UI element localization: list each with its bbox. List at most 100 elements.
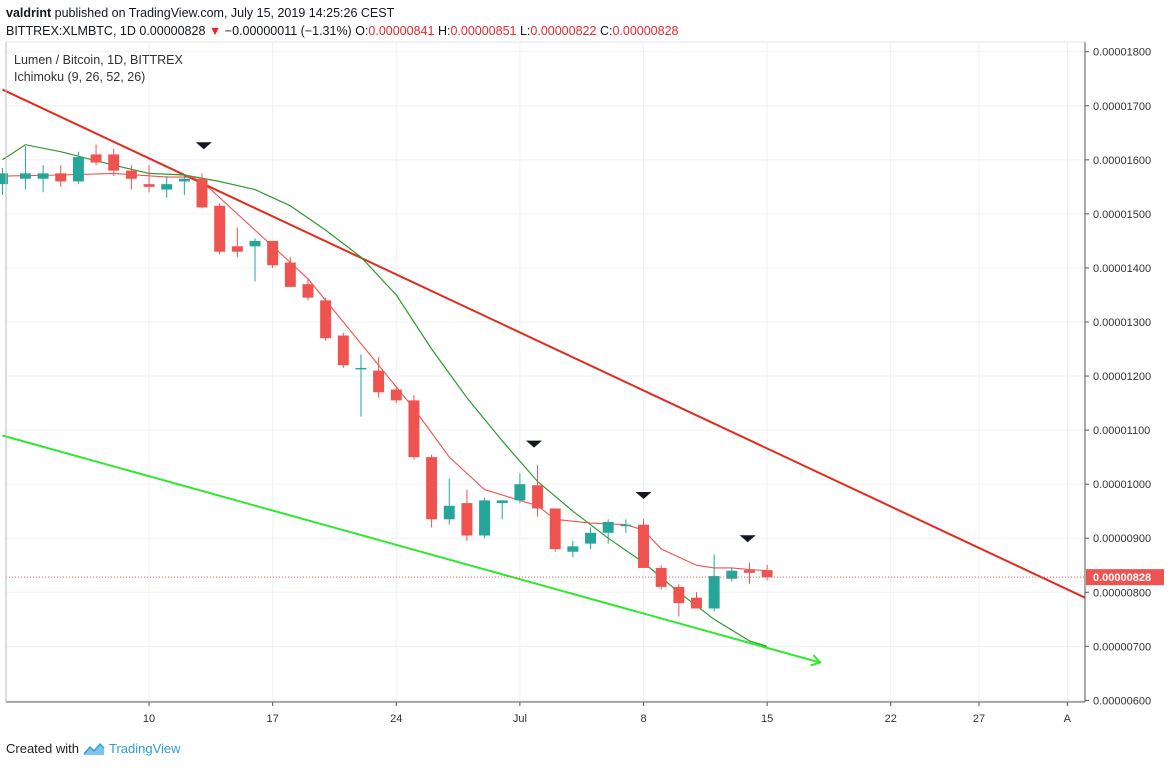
candle[interactable]: [125, 165, 137, 190]
candle[interactable]: [761, 564, 773, 581]
candle[interactable]: [655, 565, 667, 590]
price-tick-label: 0.00001100: [1093, 425, 1150, 437]
candle[interactable]: [249, 238, 261, 282]
candle[interactable]: [620, 519, 632, 533]
price-tick-label: 0.00000700: [1093, 641, 1151, 653]
support-trendline: [2, 434, 821, 664]
down-marker-icon: [739, 535, 756, 543]
candle-body: [549, 508, 561, 550]
price-tick-label: 0.00001700: [1093, 101, 1151, 113]
candle[interactable]: [443, 478, 455, 525]
candle-body: [496, 500, 508, 504]
candle-body: [638, 524, 649, 568]
close-value: 0.00000828: [612, 24, 679, 38]
tradingview-brand[interactable]: TradingView: [108, 741, 181, 756]
candle[interactable]: [585, 527, 597, 550]
conversion-line: [2, 172, 768, 572]
candle-body: [743, 570, 755, 573]
candle[interactable]: [161, 176, 173, 198]
candle[interactable]: [426, 454, 438, 528]
candle-body: [90, 154, 102, 163]
candle[interactable]: [0, 167, 8, 195]
down-marker-icon: [635, 491, 652, 499]
candle[interactable]: [19, 146, 31, 190]
markers: [195, 142, 756, 543]
candle[interactable]: [708, 554, 720, 612]
candle[interactable]: [549, 508, 561, 552]
candle-body: [426, 457, 438, 520]
candle[interactable]: [602, 519, 614, 544]
price-tick-label: 0.00001500: [1093, 209, 1151, 221]
legend-indicator[interactable]: Ichimoku (9, 26, 52, 26): [14, 70, 146, 84]
candle[interactable]: [284, 257, 296, 287]
candle-body: [532, 485, 544, 509]
grid: [6, 42, 1085, 702]
candle[interactable]: [72, 151, 84, 185]
candle[interactable]: [408, 394, 420, 460]
candle[interactable]: [390, 386, 402, 404]
published-text: published on TradingView.com, July 15, 2…: [54, 6, 395, 20]
candle[interactable]: [302, 278, 314, 301]
candle-body: [390, 389, 402, 401]
price-tick-label: 0.00001400: [1093, 263, 1151, 275]
candle[interactable]: [90, 144, 102, 166]
candle[interactable]: [691, 592, 702, 609]
author-name[interactable]: valdrint: [6, 6, 52, 20]
candle[interactable]: [355, 354, 367, 417]
candle[interactable]: [673, 584, 685, 617]
candle-body: [267, 240, 279, 266]
candle[interactable]: [143, 165, 155, 193]
candle[interactable]: [461, 489, 473, 541]
candle-body: [479, 500, 491, 536]
candle[interactable]: [214, 203, 226, 255]
candle-body: [108, 154, 120, 171]
candle[interactable]: [337, 332, 349, 368]
candle-body: [337, 335, 349, 366]
time-tick-label: Jul: [513, 713, 527, 725]
time-tick-label: 15: [761, 713, 773, 725]
candle[interactable]: [55, 165, 67, 187]
support-arrow-icon: [810, 654, 822, 667]
candle[interactable]: [514, 473, 526, 504]
candle-body: [691, 597, 702, 609]
candle-body: [585, 532, 597, 544]
chart-legend: Lumen / Bitcoin, 1D, BITTREX Ichimoku (9…: [14, 52, 183, 86]
price-tick-label: 0.00001000: [1093, 479, 1151, 491]
candle[interactable]: [532, 465, 544, 517]
resistance-trendline: [2, 88, 1086, 599]
chart-header: valdrint published on TradingView.com, J…: [6, 4, 1156, 40]
time-tick-label: 22: [885, 713, 897, 725]
candle[interactable]: [479, 497, 491, 539]
candle-body: [302, 284, 314, 298]
candle-body: [726, 570, 738, 579]
candle[interactable]: [108, 149, 120, 177]
candle[interactable]: [196, 173, 208, 209]
time-tick-label: A: [1064, 713, 1072, 725]
candle[interactable]: [178, 176, 190, 195]
candle[interactable]: [37, 165, 49, 193]
candle[interactable]: [373, 357, 385, 398]
price-tick-label: 0.00000800: [1093, 587, 1151, 599]
candle-body: [514, 484, 526, 501]
candle-body: [125, 170, 137, 179]
time-tick-label: 17: [267, 713, 279, 725]
candle[interactable]: [638, 519, 649, 568]
candle-body: [408, 400, 420, 458]
candle-body: [249, 240, 261, 247]
open-label: O:: [355, 24, 369, 38]
candle[interactable]: [726, 567, 738, 582]
candles[interactable]: [0, 144, 773, 617]
down-marker-icon: [195, 142, 212, 150]
candle[interactable]: [231, 227, 243, 258]
candle-body: [0, 173, 8, 185]
candle[interactable]: [267, 240, 279, 268]
candle-body: [231, 246, 243, 252]
candle[interactable]: [320, 297, 332, 341]
candle[interactable]: [496, 500, 508, 520]
symbol-label: BITTREX:XLMBTC, 1D: [6, 24, 136, 38]
candle-body: [143, 184, 155, 187]
down-arrow-icon: ▼: [208, 24, 222, 38]
candle[interactable]: [743, 562, 755, 585]
candle[interactable]: [567, 540, 579, 558]
